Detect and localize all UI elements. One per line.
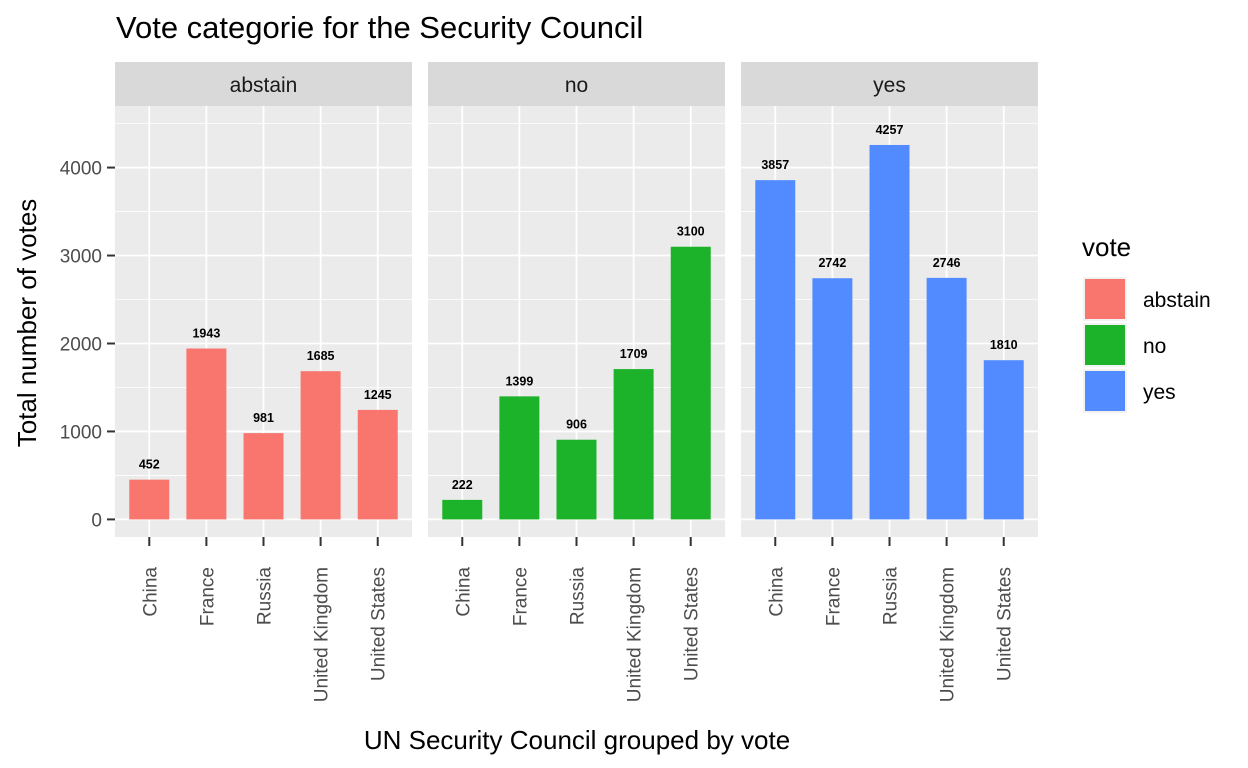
bar-value-label: 1399 [505, 374, 533, 388]
bar-yes-china [755, 180, 796, 520]
bar-abstain-united-states [357, 409, 398, 520]
x-tick-label: China [453, 567, 474, 617]
strip-label-no: no [565, 74, 588, 97]
bar-abstain-russia [243, 433, 284, 520]
y-axis: 0 1000 2000 3000 4000 [60, 159, 115, 531]
bar-yes-russia [869, 144, 910, 520]
x-tick-label: United States [369, 567, 390, 681]
facet-panel-yes: yes 3857 China 2742 France 4257 Russia 2746 Unit… [741, 62, 1038, 702]
bar-value-label: 1943 [192, 327, 220, 341]
bar-no-china [442, 499, 483, 520]
x-tick-label: United Kingdom [312, 567, 333, 702]
legend-label-no: no [1143, 335, 1166, 358]
bar-value-label: 1810 [990, 338, 1018, 352]
bar-value-label: 1709 [620, 347, 648, 361]
bar-value-label: 4257 [876, 123, 904, 137]
facet-panel-no: no 222 China 1399 France 906 Russia 1709 United … [428, 62, 725, 702]
y-axis-title: Total number of votes [12, 199, 42, 448]
y-tick-label: 4000 [60, 159, 102, 180]
chart-title: Vote categorie for the Security Council [116, 10, 643, 45]
bar-abstain-china [129, 479, 170, 520]
x-tick-label: Russia [881, 567, 902, 626]
bar-value-label: 2746 [933, 256, 961, 270]
legend-swatch-no [1085, 325, 1125, 365]
bar-no-russia [556, 439, 597, 520]
bar-value-label: 2742 [818, 256, 846, 270]
bar-value-label: 3857 [761, 158, 789, 172]
x-tick-label: Russia [568, 567, 589, 626]
bar-no-united-kingdom [613, 369, 654, 520]
strip-label-abstain: abstain [230, 74, 298, 97]
y-tick-label: 3000 [60, 247, 102, 268]
bar-value-label: 906 [566, 418, 587, 432]
legend-swatch-abstain [1085, 279, 1125, 319]
legend-title: vote [1082, 232, 1131, 262]
y-tick-label: 2000 [60, 334, 102, 355]
bar-value-label: 981 [253, 411, 274, 425]
legend-swatch-yes [1085, 371, 1125, 411]
bar-value-label: 3100 [677, 225, 705, 239]
bar-abstain-united-kingdom [300, 371, 341, 520]
bar-yes-france [812, 278, 853, 520]
bar-value-label: 1685 [307, 349, 335, 363]
bar-value-label: 222 [452, 478, 473, 492]
x-tick-label: Russia [255, 567, 276, 626]
legend-label-yes: yes [1143, 381, 1176, 404]
strip-background [428, 62, 725, 106]
strip-background [115, 62, 412, 106]
bar-abstain-france [186, 348, 227, 520]
bar-no-united-states [670, 246, 711, 520]
x-tick-label: United Kingdom [938, 567, 959, 702]
y-tick-label: 1000 [60, 422, 102, 443]
bar-yes-united-states [983, 360, 1024, 520]
x-tick-label: United States [995, 567, 1016, 681]
strip-background [741, 62, 1038, 106]
facet-panel-abstain: abstain 452 China 1943 France 981 Russia 1685 Un… [115, 62, 412, 702]
bar-yes-united-kingdom [926, 277, 967, 520]
x-tick-label: France [510, 567, 531, 626]
strip-label-yes: yes [873, 74, 906, 97]
y-tick-label: 0 [91, 510, 102, 531]
x-tick-label: United States [682, 567, 703, 681]
x-axis-title: UN Security Council grouped by vote [364, 725, 790, 755]
bar-no-france [499, 396, 540, 520]
x-tick-label: United Kingdom [625, 567, 646, 702]
x-tick-label: China [766, 567, 787, 617]
bar-value-label: 452 [139, 458, 160, 472]
x-tick-label: France [197, 567, 218, 626]
legend-label-abstain: abstain [1143, 289, 1211, 312]
x-tick-label: China [140, 567, 161, 617]
bar-value-label: 1245 [364, 388, 392, 402]
facet-panels: abstain 452 China 1943 France 981 Russia 1685 Un… [115, 62, 1038, 702]
legend: vote abstain no yes [1082, 232, 1211, 413]
x-tick-label: France [823, 567, 844, 626]
